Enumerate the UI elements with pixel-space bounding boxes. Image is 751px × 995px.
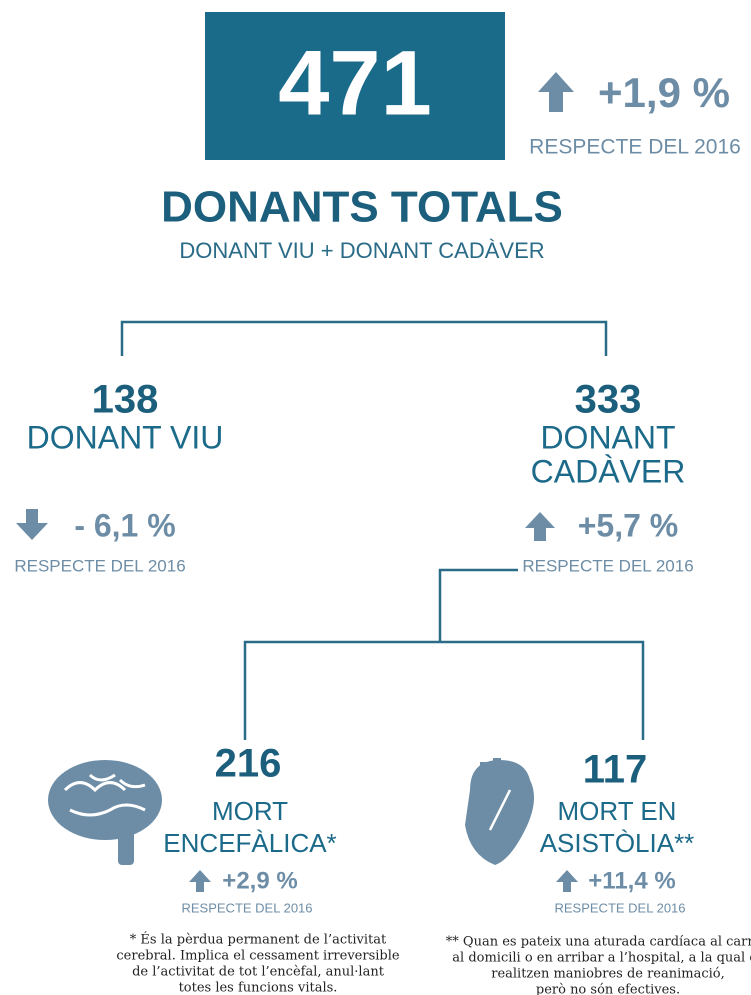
label: DONANT [540,419,675,455]
label: DONANT VIU [27,419,224,455]
footnote: totes les funcions vitals. [179,981,338,995]
infographic: 471 +1,9 % RESPECTE DEL 2016 DONANTS TOT… [0,0,751,995]
count: 117 [583,748,648,792]
brain-icon [48,760,162,865]
reference: RESPECTE DEL 2016 [522,556,693,575]
subtitle: DONANT VIU + DONANT CADÀVER [179,238,544,263]
label: MORT [212,796,288,826]
arrow-up [556,870,578,892]
footnote: * És la pèrdua permanent de l’activitat [130,932,387,948]
footnote: realitzen maniobres de reanimació, [491,967,725,982]
label: MORT EN [558,796,677,826]
change: +11,4 % [588,867,675,894]
reference: RESPECTE DEL 2016 [554,900,685,915]
title: DONANTS TOTALS [161,183,563,232]
footnote: cerebral. Implica el cessament irreversi… [116,949,399,964]
total-change: +1,9 % [598,69,730,116]
arrow-down [16,509,48,540]
count: 216 [215,742,282,786]
change: +5,7 % [578,507,679,543]
label: ENCEFÀLICA* [163,828,336,858]
reference: RESPECTE DEL 2016 [14,556,185,575]
change: - 6,1 % [74,507,175,543]
footnote: ** Quan es pateix una aturada cardíaca a… [446,935,751,950]
arrow-up [538,72,574,112]
footnote: de l’activitat de tot l’encèfal, anul·la… [132,965,385,980]
total-count: 471 [278,32,432,134]
footnote: però no són efectives. [536,983,680,995]
label: ASISTÒLIA** [540,828,695,858]
arrow-up [525,512,555,541]
footnote: al domicili o en arribar a l’hospital, a… [452,951,751,966]
arrow-up [189,870,211,892]
count: 333 [575,378,642,422]
label: CADÀVER [531,453,686,489]
change: +2,9 % [222,867,297,894]
heart-icon [465,758,534,865]
reference: RESPECTE DEL 2016 [529,136,741,159]
connector [245,570,643,740]
count: 138 [92,378,159,422]
reference: RESPECTE DEL 2016 [181,900,312,915]
connector [122,322,606,356]
